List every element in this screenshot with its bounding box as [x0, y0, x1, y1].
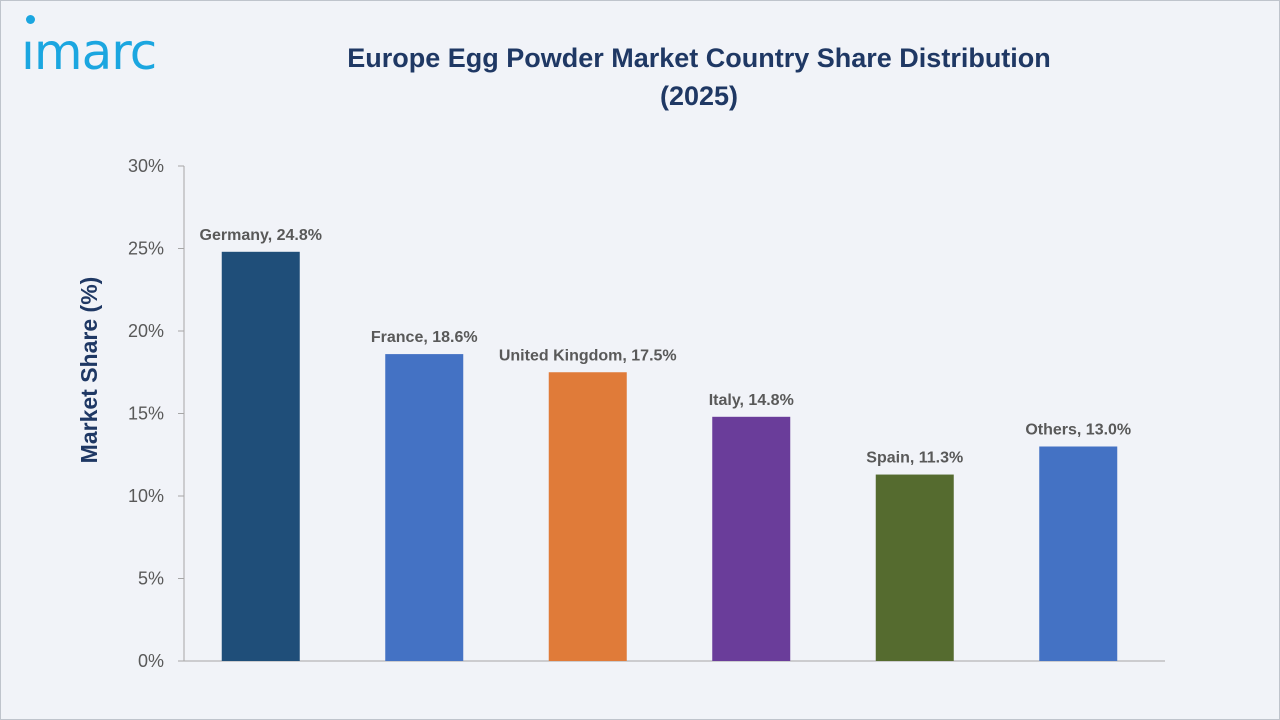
y-axis-title: Market Share (%)	[76, 277, 102, 464]
logo-text: ımarc	[21, 23, 157, 81]
y-tick-label: 25%	[128, 239, 164, 259]
bar-united-kingdom	[548, 372, 627, 661]
y-tick-label: 10%	[128, 486, 164, 506]
data-label: France, 18.6%	[371, 329, 478, 346]
y-tick-label: 20%	[128, 321, 164, 341]
bar-italy	[712, 416, 791, 661]
bar-france	[385, 354, 464, 661]
bars	[221, 251, 1118, 662]
imarc-logo: ımarc	[21, 15, 211, 85]
chart-title: Europe Egg Powder Market Country Share D…	[241, 39, 1157, 115]
bar-others	[1039, 446, 1118, 661]
data-label: Germany, 24.8%	[200, 227, 322, 244]
data-label: Italy, 14.8%	[709, 392, 794, 409]
data-labels: Germany, 24.8% France, 18.6% United Kingdo…	[200, 227, 1132, 467]
y-tick-label: 5%	[138, 569, 164, 589]
bar-spain	[875, 474, 954, 661]
data-label: Spain, 11.3%	[866, 450, 963, 467]
data-label: Others, 13.0%	[1025, 422, 1131, 439]
y-tick-label: 30%	[128, 156, 164, 176]
chart-title-line-1: Europe Egg Powder Market Country Share D…	[347, 43, 1051, 73]
bar-germany	[221, 251, 300, 662]
logo-dot	[26, 15, 35, 24]
chart-title-line-2: (2025)	[659, 81, 739, 111]
data-label: United Kingdom, 17.5%	[499, 347, 677, 364]
y-tick-label: 0%	[138, 651, 164, 671]
y-axis: 0% 5% 10% 15% 20% 25% 30%	[128, 156, 185, 671]
y-tick-label: 15%	[128, 404, 164, 424]
